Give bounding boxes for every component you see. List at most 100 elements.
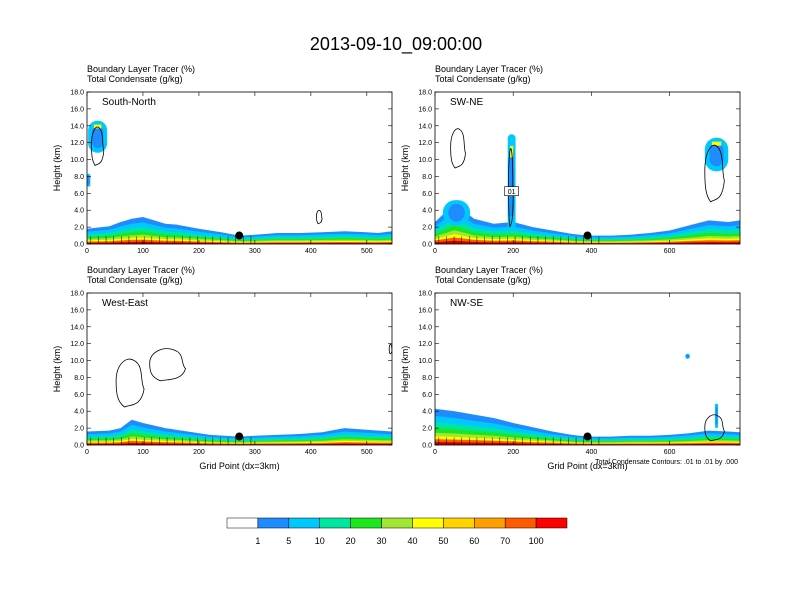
panel-frame <box>434 91 741 245</box>
condensate-contour-2 <box>388 343 392 355</box>
y-tick-label: 12.0 <box>70 341 84 348</box>
cloud-peak-1 <box>711 141 722 146</box>
x-tick-label: 0 <box>433 449 437 456</box>
panel-west-east: 0.0 2.0 4.0 6.0 8.0 10.0 12.0 14.0 16.0 18.0 0 100 2… <box>52 265 393 471</box>
y-tick-label: 0.0 <box>74 242 84 249</box>
panel-title: South-North <box>102 97 156 108</box>
y-tick-label: 0.0 <box>422 242 432 249</box>
y-tick-label: 4.0 <box>74 409 84 416</box>
x-tick-label: 400 <box>586 248 598 255</box>
x-tick-label: 0 <box>85 449 89 456</box>
x-tick-label: 100 <box>137 248 149 255</box>
x-tick-label: 300 <box>249 248 261 255</box>
panel-frame <box>86 292 393 446</box>
cloud-peak-0 <box>93 124 102 129</box>
colorbar-label: 100 <box>529 536 544 546</box>
panel-title: West-East <box>102 298 148 309</box>
cloud-core-2 <box>448 203 465 222</box>
y-tick-label: 18.0 <box>70 291 84 298</box>
colorbar-label: 50 <box>438 536 448 546</box>
condensate-contour-2 <box>508 148 514 228</box>
colorbar-swatch-7 <box>443 517 475 529</box>
tracer-core <box>435 442 740 445</box>
y-tick-label: 14.0 <box>418 123 432 130</box>
x-axis-label: Grid Point (dx=3km) <box>199 461 279 471</box>
x-tick-label: 300 <box>249 449 261 456</box>
location-marker <box>583 231 592 240</box>
panel-data <box>435 353 740 445</box>
y-tick-label: 8.0 <box>422 174 432 181</box>
x-axis-label: Grid Point (dx=3km) <box>547 461 627 471</box>
panel-data <box>87 120 392 244</box>
panel-subtitle: Boundary Layer Tracer (%) <box>435 265 543 275</box>
y-tick-label: 6.0 <box>422 392 432 399</box>
panel-title: NW-SE <box>450 298 483 309</box>
y-tick-label: 8.0 <box>74 375 84 382</box>
cloud-core-1 <box>709 142 724 167</box>
panel-data <box>87 343 392 445</box>
x-tick-label: 600 <box>664 449 676 456</box>
colorbar: 1 5 10 20 30 40 50 60 70 100 <box>226 517 568 546</box>
x-tick-label: 400 <box>305 449 317 456</box>
x-tick-label: 100 <box>137 449 149 456</box>
x-tick-label: 500 <box>361 449 373 456</box>
x-tick-label: 400 <box>305 248 317 255</box>
y-tick-label: 2.0 <box>422 426 432 433</box>
y-tick-label: 16.0 <box>70 106 84 113</box>
cloud-core-0 <box>91 125 104 148</box>
colorbar-swatch-4 <box>350 517 382 529</box>
cloud-core-0 <box>715 407 718 425</box>
colorbar-swatch-10 <box>535 517 568 529</box>
y-tick-label: 4.0 <box>74 208 84 215</box>
tracer-core <box>435 240 740 244</box>
panel-sw-ne: 01 0.0 2.0 4.0 6.0 8.0 10.0 12.0 14.0 16.0 18.0 0 20… <box>400 64 741 255</box>
contour-label-box <box>504 186 519 196</box>
contour-label: 01 <box>508 189 516 196</box>
y-axis-label: Height (km) <box>400 145 410 192</box>
location-marker <box>235 231 244 240</box>
panel-data <box>435 128 740 244</box>
y-tick-label: 14.0 <box>70 324 84 331</box>
panel-subtitle: Boundary Layer Tracer (%) <box>87 265 195 275</box>
y-tick-label: 10.0 <box>418 157 432 164</box>
colorbar-swatch-1 <box>257 517 290 529</box>
panel-nw-se: 0.0 2.0 4.0 6.0 8.0 10.0 12.0 14.0 16.0 18.0 0 200 4… <box>400 265 741 471</box>
panel-subtitle: Total Condensate (g/kg) <box>435 74 531 84</box>
tracer-core <box>87 443 392 445</box>
contour-note: Total Condensate Contours: .01 to .01 by… <box>595 459 738 466</box>
location-marker <box>583 432 592 441</box>
panel-subtitle: Total Condensate (g/kg) <box>87 275 183 285</box>
colorbar-label: 1 <box>255 536 260 546</box>
tracer-core <box>87 241 392 244</box>
y-axis-label: Height (km) <box>52 145 62 192</box>
y-tick-label: 10.0 <box>70 157 84 164</box>
y-tick-label: 18.0 <box>418 90 432 97</box>
panel-frame <box>86 91 393 245</box>
colorbar-swatch-0 <box>226 517 259 529</box>
colorbar-swatch-6 <box>412 517 444 529</box>
panel-subtitle: Total Condensate (g/kg) <box>87 74 183 84</box>
colorbar-label: 20 <box>346 536 356 546</box>
y-tick-label: 2.0 <box>74 426 84 433</box>
y-tick-label: 16.0 <box>418 106 432 113</box>
y-axis-label: Height (km) <box>400 346 410 393</box>
colorbar-label: 60 <box>469 536 479 546</box>
condensate-contour-1 <box>316 209 323 225</box>
colorbar-swatch-2 <box>288 517 320 529</box>
panel-south-north: 0.0 2.0 4.0 6.0 8.0 10.0 12.0 14.0 16.0 18.0 0 100 2… <box>52 64 393 255</box>
y-tick-label: 4.0 <box>422 409 432 416</box>
cloud-core-1 <box>87 175 90 185</box>
y-tick-label: 6.0 <box>74 392 84 399</box>
cloud-core-1 <box>686 354 690 359</box>
y-tick-label: 14.0 <box>418 324 432 331</box>
y-tick-label: 10.0 <box>70 358 84 365</box>
colorbar-label: 70 <box>500 536 510 546</box>
condensate-contour-0 <box>91 126 105 167</box>
colorbar-swatch-5 <box>381 517 413 529</box>
y-tick-label: 18.0 <box>418 291 432 298</box>
panel-title: SW-NE <box>450 97 483 108</box>
colorbar-swatch-8 <box>474 517 506 529</box>
condensate-contour-0 <box>450 128 466 169</box>
colorbar-swatch-3 <box>319 517 351 529</box>
y-tick-label: 0.0 <box>422 443 432 450</box>
